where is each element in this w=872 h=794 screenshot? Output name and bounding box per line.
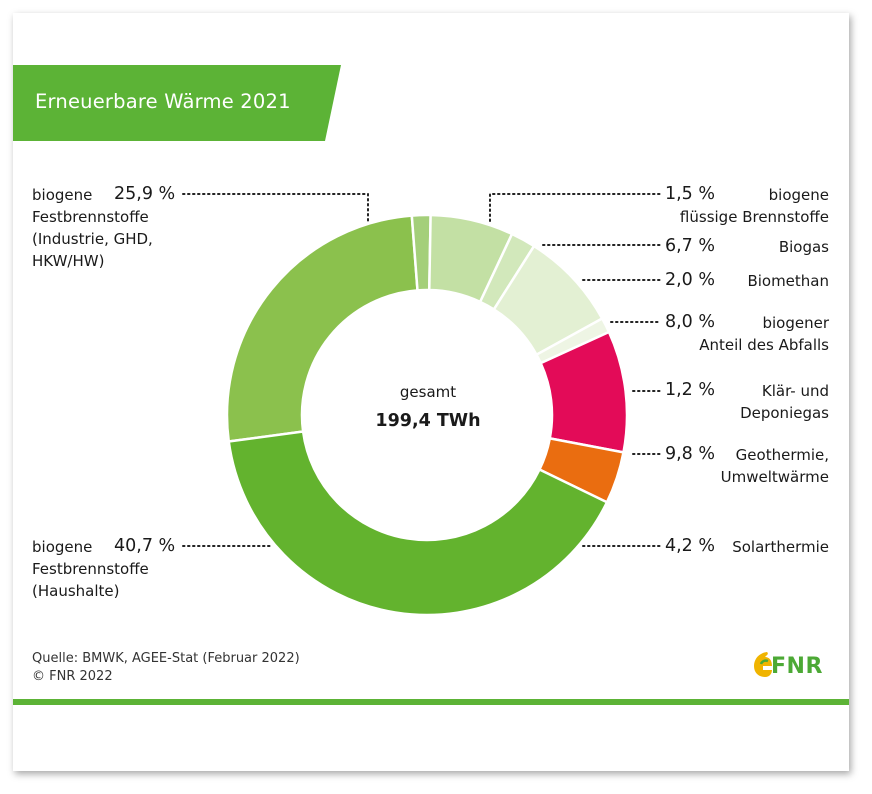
label-fest-industrie: biogene Festbrennstoffe (Industrie, GHD,…: [32, 186, 153, 270]
label-fest-haushalte: biogene Festbrennstoffe (Haushalte): [32, 538, 149, 600]
pct-solarthermie: 4,2 %: [664, 536, 715, 556]
bottom-rule: [13, 699, 849, 705]
label-biogas: Biogas: [778, 238, 829, 256]
label-deponiegas: Klär- und Deponiegas: [740, 382, 829, 422]
pct-deponiegas: 1,2 %: [664, 380, 715, 400]
pct-biomethan: 2,0 %: [664, 270, 715, 290]
center-total-value: 199,4 TWh: [375, 411, 481, 431]
label-fluessig: biogene flüssige Brennstoffe: [679, 186, 829, 226]
leader-fest_industrie: [182, 193, 369, 222]
fnr-logo-text: FNR: [771, 654, 823, 679]
chart-title: Erneuerbare Wärme 2021: [35, 90, 291, 113]
slice-fest_haushalte: [227, 430, 609, 617]
fnr-logo: FNR: [751, 649, 831, 685]
label-solarthermie: Solarthermie: [732, 538, 829, 556]
leader-fluessig: [489, 193, 662, 222]
label-abfall: biogener Anteil des Abfalls: [699, 314, 829, 354]
pct-biogas: 6,7 %: [664, 236, 715, 256]
label-geothermie: Geothermie, Umweltwärme: [720, 446, 829, 486]
pct-geothermie: 9,8 %: [664, 444, 715, 464]
title-banner: Erneuerbare Wärme 2021: [13, 65, 343, 141]
pct-fluessig: 1,5 %: [664, 184, 715, 204]
title-banner-shape: [13, 65, 341, 141]
donut-chart: [182, 193, 662, 617]
center-total-label: gesamt: [399, 383, 457, 401]
source-text: Quelle: BMWK, AGEE-Stat (Februar 2022): [32, 651, 300, 666]
pct-abfall: 8,0 %: [664, 312, 715, 332]
pct-fest-industrie: 25,9 %: [114, 184, 176, 204]
leader-lines: [182, 193, 662, 547]
slice-fest_industrie: [225, 214, 419, 443]
pct-fest-haushalte: 40,7 %: [114, 536, 176, 556]
fnr-leaf-icon: [754, 652, 772, 677]
label-biomethan: Biomethan: [747, 272, 829, 290]
copyright-text: © FNR 2022: [32, 669, 113, 684]
infographic-card: Erneuerbare Wärme 2021 gesamt 199,4 TWh …: [13, 13, 849, 771]
donut-slices: [225, 213, 629, 617]
